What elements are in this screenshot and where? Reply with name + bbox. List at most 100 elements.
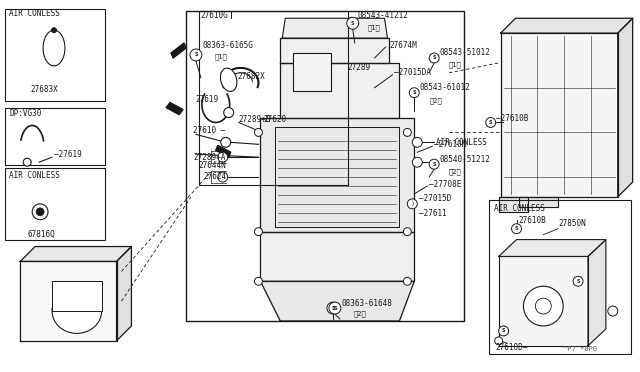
Polygon shape: [275, 128, 399, 227]
Circle shape: [499, 326, 509, 336]
Text: S: S: [489, 120, 492, 125]
Text: S: S: [433, 162, 436, 167]
Text: 27610 —: 27610 —: [193, 126, 225, 135]
Text: ): ): [412, 201, 413, 206]
Text: 27610D—: 27610D—: [495, 343, 528, 352]
Circle shape: [51, 28, 56, 33]
Text: AIR CONLESS: AIR CONLESS: [493, 204, 545, 213]
Text: 27289+B: 27289+B: [239, 115, 271, 124]
Bar: [186, 11, 464, 321]
Text: S: S: [194, 52, 198, 58]
Text: （2）: （2）: [429, 97, 442, 104]
Circle shape: [32, 204, 48, 220]
Ellipse shape: [220, 68, 237, 92]
Circle shape: [224, 108, 234, 118]
Text: ^P7 *0P0: ^P7 *0P0: [563, 346, 597, 352]
Ellipse shape: [524, 286, 563, 326]
Text: 08363-61648: 08363-61648: [342, 299, 393, 308]
Text: 27683X: 27683X: [30, 85, 58, 94]
Polygon shape: [280, 63, 399, 118]
Polygon shape: [588, 240, 606, 346]
Text: 27682X: 27682X: [237, 72, 266, 81]
Text: 27624: 27624: [204, 171, 227, 180]
Text: S: S: [576, 279, 580, 284]
Text: —27015D: —27015D: [419, 195, 452, 203]
Circle shape: [429, 53, 439, 63]
Polygon shape: [282, 18, 387, 38]
Polygon shape: [171, 43, 186, 58]
Circle shape: [573, 276, 583, 286]
Circle shape: [255, 128, 262, 137]
Circle shape: [403, 277, 412, 285]
Text: 27289: 27289: [348, 63, 371, 73]
Text: —27619: —27619: [54, 150, 82, 159]
Text: —27610B: —27610B: [495, 114, 528, 123]
Text: 27850N: 27850N: [558, 219, 586, 228]
Circle shape: [218, 172, 228, 182]
Circle shape: [536, 298, 551, 314]
Text: 27644N: 27644N: [199, 161, 227, 170]
Text: 08543-41212: 08543-41212: [358, 11, 408, 20]
Polygon shape: [260, 118, 414, 232]
Circle shape: [511, 224, 522, 234]
Circle shape: [403, 128, 412, 137]
Bar: [489, 200, 630, 354]
Ellipse shape: [43, 30, 65, 66]
Text: 08540-51212: 08540-51212: [439, 155, 490, 164]
Text: —27610M: —27610M: [434, 140, 467, 149]
Text: S: S: [333, 305, 337, 311]
Text: AIR CONLESS: AIR CONLESS: [10, 9, 60, 18]
Bar: [293, 53, 331, 91]
Circle shape: [608, 306, 618, 316]
Polygon shape: [166, 103, 183, 115]
Circle shape: [23, 158, 31, 166]
Text: —27611: —27611: [419, 209, 447, 218]
Text: 08543-51012: 08543-51012: [439, 48, 490, 57]
Circle shape: [221, 137, 230, 147]
Text: S: S: [502, 328, 506, 333]
Text: AIR CONLESS: AIR CONLESS: [10, 171, 60, 180]
Text: 08543-61012: 08543-61012: [419, 83, 470, 92]
Text: AIR CONLESS: AIR CONLESS: [436, 138, 487, 147]
Circle shape: [429, 159, 439, 169]
Text: 27674M: 27674M: [390, 41, 417, 49]
Text: 27620: 27620: [264, 115, 287, 124]
Polygon shape: [260, 281, 414, 321]
Circle shape: [329, 302, 341, 314]
Circle shape: [495, 337, 502, 345]
Circle shape: [410, 88, 419, 98]
Text: 08363-6165G: 08363-6165G: [203, 41, 253, 49]
Polygon shape: [116, 247, 131, 341]
Polygon shape: [216, 145, 230, 157]
Circle shape: [412, 157, 422, 167]
Circle shape: [190, 49, 202, 61]
Text: —27015DA: —27015DA: [394, 68, 431, 77]
Polygon shape: [518, 197, 558, 207]
Bar: [5, 168, 104, 240]
Polygon shape: [618, 18, 633, 197]
Polygon shape: [20, 262, 116, 341]
Text: S: S: [433, 55, 436, 61]
Circle shape: [36, 208, 44, 216]
Text: 67816Q: 67816Q: [28, 230, 55, 239]
Circle shape: [486, 118, 495, 128]
Text: 27610G: 27610G: [201, 11, 228, 20]
Polygon shape: [20, 247, 131, 262]
Circle shape: [347, 17, 358, 29]
Polygon shape: [499, 256, 588, 346]
Text: —27708E: —27708E: [429, 180, 461, 189]
Bar: [199, 11, 348, 185]
Polygon shape: [500, 18, 633, 33]
Text: （1）: （1）: [215, 54, 228, 60]
Circle shape: [218, 152, 228, 162]
Ellipse shape: [52, 289, 102, 333]
Bar: [5, 9, 104, 101]
Text: 27610B: 27610B: [518, 216, 547, 225]
Text: S: S: [413, 90, 416, 95]
Circle shape: [412, 137, 422, 147]
Text: （2）: （2）: [449, 169, 462, 176]
Circle shape: [255, 277, 262, 285]
Circle shape: [407, 199, 417, 209]
Polygon shape: [499, 240, 606, 256]
Text: 27289+A: 27289+A: [193, 153, 225, 162]
